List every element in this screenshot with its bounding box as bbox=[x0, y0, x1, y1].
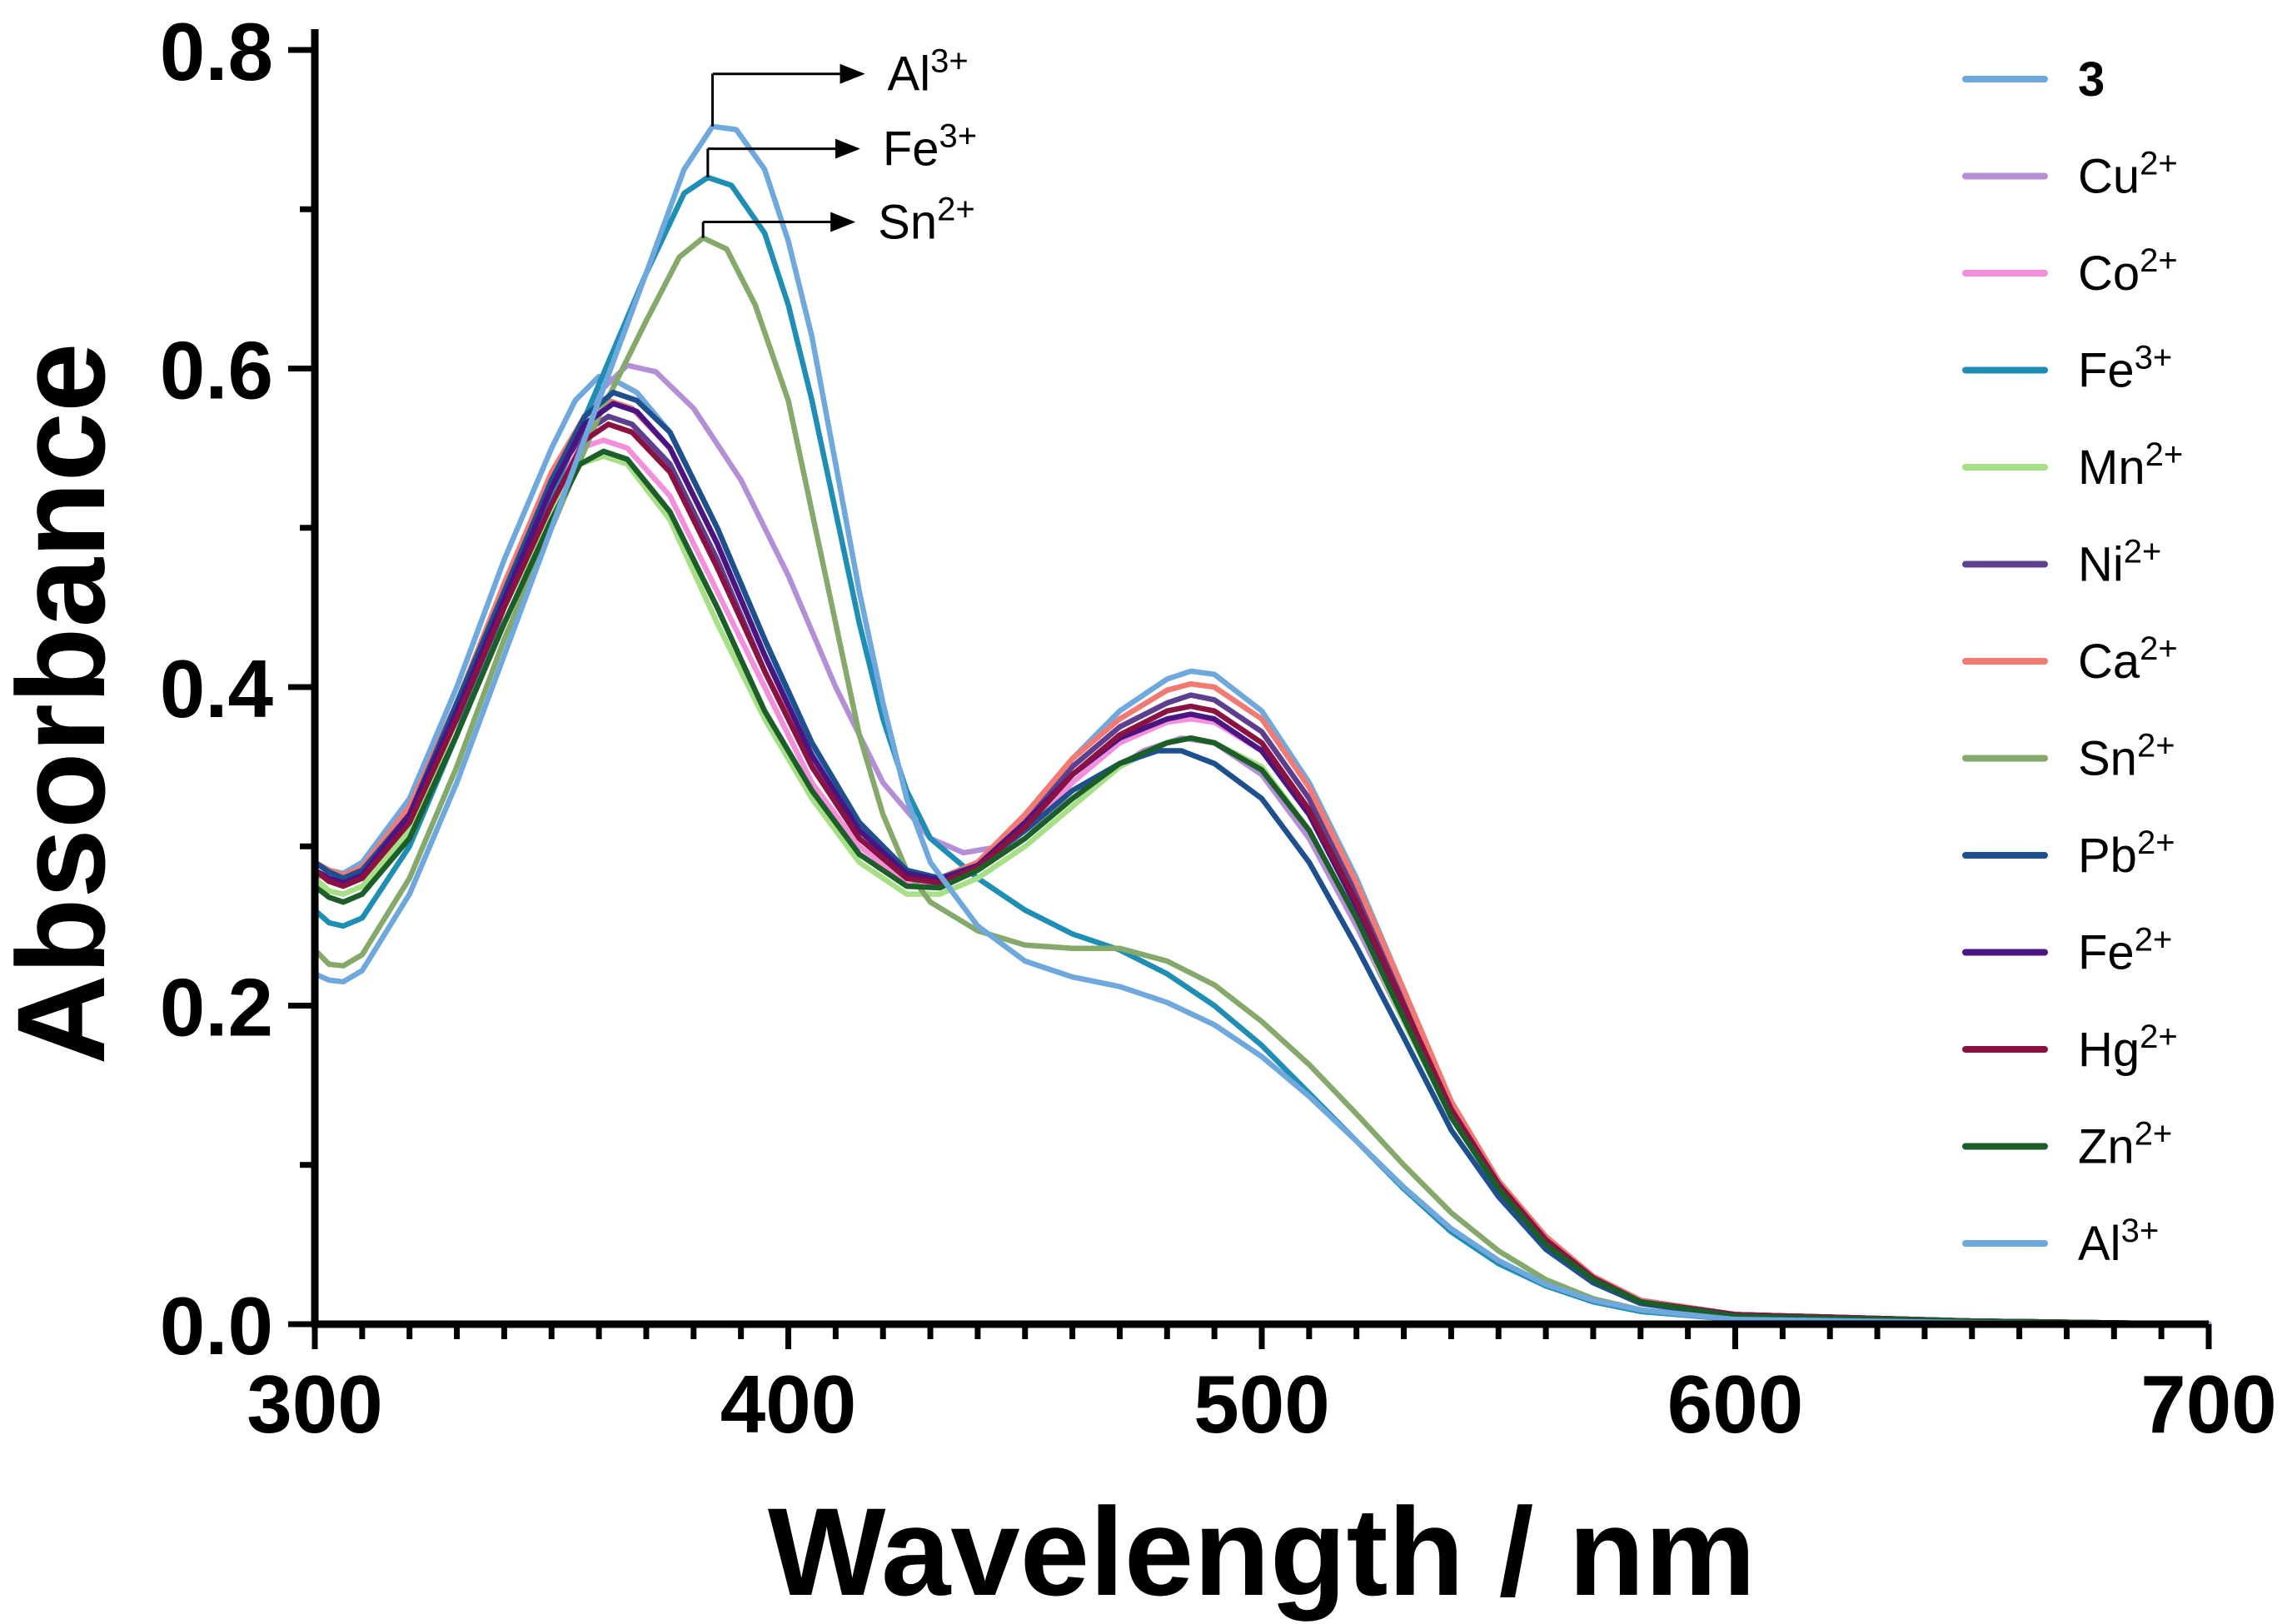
series-line-8 bbox=[311, 389, 2212, 1328]
legend-label: Zn2+ bbox=[2078, 1116, 2172, 1174]
series-line-4 bbox=[311, 453, 2212, 1328]
legend-label: Co2+ bbox=[2078, 242, 2178, 301]
annotation-layer: Al3+ Fe3+ Sn2+ bbox=[701, 43, 977, 250]
legend-label: Pb2+ bbox=[2078, 824, 2175, 883]
x-axis-title: Wavelength / nm bbox=[768, 1482, 1756, 1622]
legend-label: Fe3+ bbox=[2078, 340, 2172, 398]
legend-label: Al3+ bbox=[2078, 1213, 2159, 1271]
x-tick-label: 600 bbox=[1667, 1358, 1804, 1450]
annotation-label: Al3+ bbox=[888, 43, 969, 102]
series-line-9 bbox=[311, 401, 2212, 1328]
x-tick-label: 300 bbox=[247, 1358, 383, 1450]
y-tick-label: 0.0 bbox=[160, 1280, 273, 1372]
legend-label: Sn2+ bbox=[2078, 728, 2175, 786]
axes-layer: 300 400 500 600 700 0.0 0.2 0.4 0.6 0.8 bbox=[160, 6, 2277, 1450]
series-line-6 bbox=[311, 397, 2212, 1328]
annotation-label: Sn2+ bbox=[878, 192, 975, 250]
legend-label: 3 bbox=[2078, 52, 2105, 107]
y-tick-label: 0.8 bbox=[160, 6, 273, 97]
legend-label: Cu2+ bbox=[2078, 146, 2178, 204]
series-line-1 bbox=[311, 362, 2212, 1328]
series-line-10 bbox=[311, 421, 2212, 1328]
series-layer bbox=[311, 123, 2212, 1328]
legend-label: Ni2+ bbox=[2078, 534, 2161, 592]
series-line-11 bbox=[311, 448, 2212, 1328]
annotation-label: Fe3+ bbox=[883, 118, 977, 177]
series-line-0 bbox=[311, 373, 2212, 1328]
y-tick-label: 0.6 bbox=[160, 325, 273, 416]
x-tick-label: 400 bbox=[720, 1358, 857, 1450]
x-tick-label: 700 bbox=[2140, 1358, 2277, 1450]
x-tick-label: 500 bbox=[1193, 1358, 1330, 1450]
series-line-2 bbox=[311, 437, 2212, 1328]
legend-label: Fe2+ bbox=[2078, 922, 2172, 980]
series-line-12 bbox=[311, 123, 2212, 1328]
legend: 3 Cu2+ Co2+ Fe3+ Mn2+ Ni2+ Ca2+ Sn2+ Pb2+ Fe2+ Hg2… bbox=[1962, 52, 2183, 1271]
y-tick-label: 0.4 bbox=[160, 643, 273, 735]
y-tick-label: 0.2 bbox=[160, 962, 273, 1054]
legend-label: Ca2+ bbox=[2078, 630, 2178, 689]
legend-label: Mn2+ bbox=[2078, 436, 2183, 495]
legend-label: Hg2+ bbox=[2078, 1019, 2178, 1077]
series-line-5 bbox=[311, 413, 2212, 1328]
y-axis-title: Absorbance bbox=[0, 343, 131, 1065]
